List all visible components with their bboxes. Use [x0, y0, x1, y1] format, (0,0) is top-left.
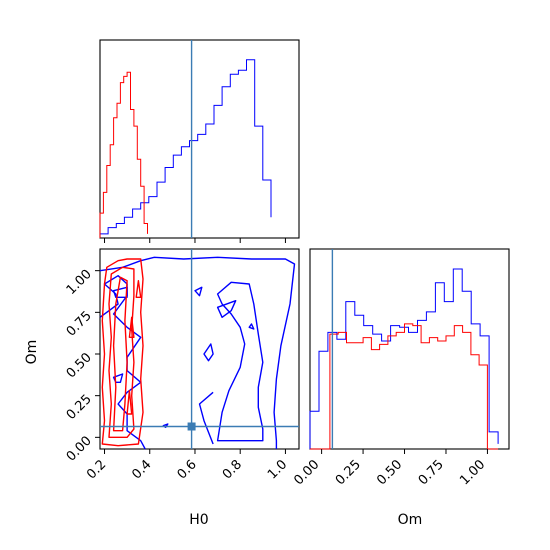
y-axis-label-om: Om: [24, 340, 40, 365]
red-contour-island-2: [135, 280, 142, 298]
hist-om-tick-label: 0.25: [333, 457, 364, 488]
joint-x-tick-label: 1.0: [265, 457, 290, 482]
blue-contour-island-2: [203, 343, 214, 362]
h0-om-contour-panel: 0.2 0.4 0.6 0.8 1.0 0.00 0.25 0.50 0.75 1.00: [64, 248, 300, 482]
truth-marker: [187, 422, 196, 431]
hist-om-blue-series: [309, 268, 499, 449]
joint-y-tick-label: 0.25: [64, 392, 95, 423]
hist-om-tick-label: 0.75: [416, 457, 447, 488]
hist-om-tick-label: 1.00: [457, 457, 488, 488]
blue-contour-island-1: [216, 300, 237, 318]
joint-frame: [99, 248, 300, 450]
hist-h0-frame: [99, 39, 300, 239]
blue-contour-island-6: [112, 286, 128, 298]
joint-x-tick-label: 0.6: [175, 457, 200, 482]
blue-contour-island-3: [194, 286, 203, 297]
joint-x-tick-label: 0.8: [220, 457, 245, 482]
red-contour-island-1: [128, 316, 135, 338]
blue-contour-outer-right: [99, 256, 296, 449]
hist-h0-panel: [99, 39, 300, 243]
hist-om-red-series: [310, 323, 499, 450]
joint-y-tick-label: 0.00: [64, 434, 95, 465]
blue-contour-inner-bottom: [198, 391, 214, 445]
blue-contour-island-4: [248, 323, 255, 330]
hist-om-tick-label: 0.50: [374, 457, 405, 488]
hist-om-panel: 0.00 0.25 0.50 0.75 1.00: [291, 248, 510, 488]
joint-y-tick-label: 0.75: [64, 309, 95, 340]
joint-x-tick-label: 0.2: [84, 457, 109, 482]
red-contour-inner: [112, 276, 128, 432]
x-axis-label-h0: H0: [189, 512, 208, 528]
hist-h0-red-series: [99, 71, 148, 238]
x-axis-label-om: Om: [398, 512, 423, 528]
joint-y-tick-label: 1.00: [64, 267, 95, 298]
hist-h0-blue-series: [99, 59, 272, 238]
blue-contour-inner-right: [216, 281, 264, 442]
joint-x-tick-label: 0.4: [129, 457, 154, 482]
hist-om-frame: [309, 248, 510, 450]
red-contour-island-3: [126, 390, 133, 415]
hist-om-tick-label: 0.00: [291, 457, 322, 488]
red-contour-outer: [101, 258, 144, 447]
joint-y-tick-label: 0.50: [64, 350, 95, 381]
red-contour-mid: [108, 266, 135, 438]
